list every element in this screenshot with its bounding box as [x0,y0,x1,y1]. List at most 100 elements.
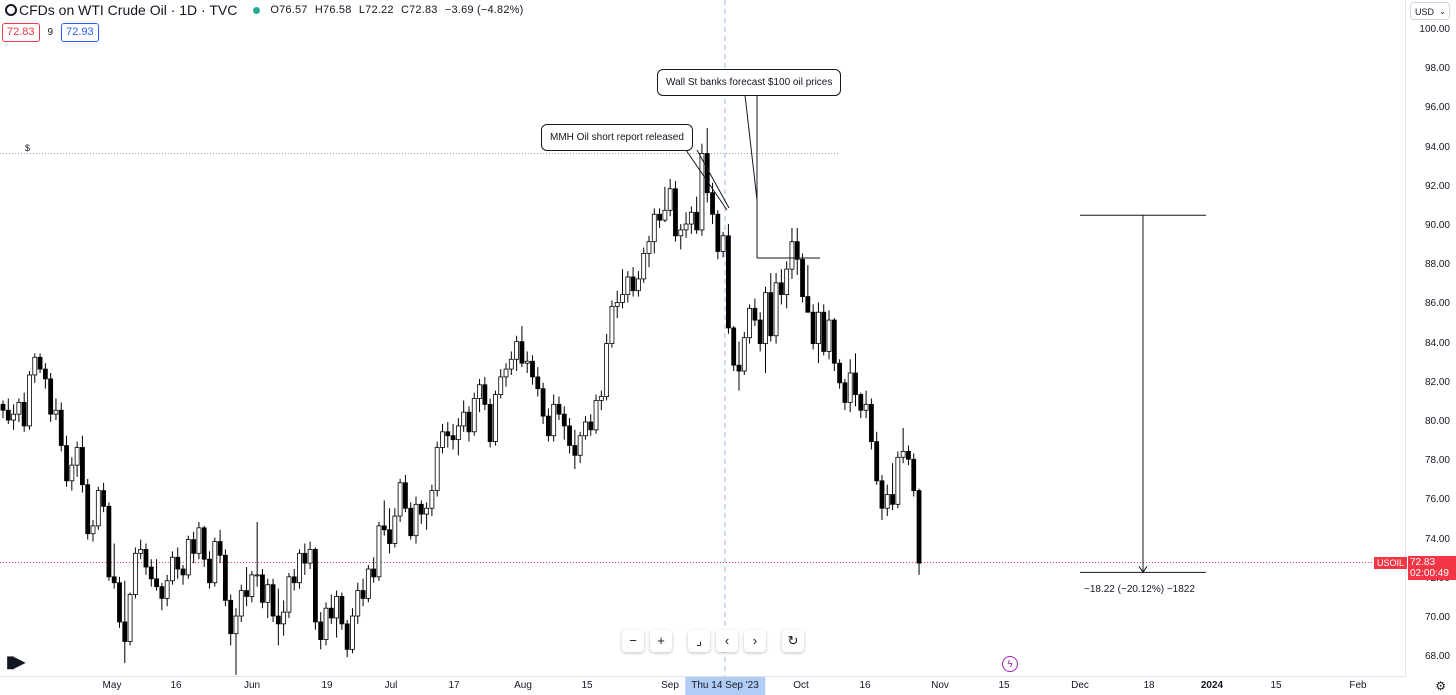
date-tick-label: Jun [243,680,261,691]
scroll-right-button[interactable]: › [744,630,766,652]
price-tick-label: 70.00 [1424,612,1450,623]
candle-body [646,241,652,254]
candle-body [53,409,59,415]
date-tick-label: Oct [793,680,809,691]
candle-body [662,209,668,221]
gear-icon[interactable]: ⚙ [1435,679,1446,693]
candle-body [673,188,678,237]
date-tick-label: Aug [514,680,532,691]
candle-body [715,213,721,252]
candle-body [185,539,191,576]
candle-body [625,276,631,295]
candle-body [508,358,514,370]
candle-body [297,552,302,584]
candle-body [577,435,583,456]
candle-body [604,343,610,397]
candle-body [233,615,239,635]
candle-body [365,568,371,599]
candle-body [217,541,223,556]
candle-body [784,268,790,295]
currency-selector[interactable]: USD ⌄ [1410,2,1450,20]
candle-body [868,403,874,442]
candle-body [392,515,398,544]
candle-body [90,525,96,535]
zoom-in-button[interactable]: + [650,630,672,652]
candle-body [0,403,6,411]
candle-body [667,188,673,211]
candle-body [323,607,329,640]
measure-label: −18.22 (−20.12%) −1822 [1084,584,1195,595]
candle-body [286,576,292,613]
candle-body [42,368,48,380]
candle-body [874,441,880,482]
reset-chart-button[interactable]: ↻ [782,630,804,652]
candle-body [122,621,128,642]
candle-body [117,582,122,623]
date-tick-label: Jul [384,680,398,691]
candle-body [572,445,578,456]
flash-icon[interactable]: ϟ [1002,656,1018,672]
price-tick-label: 76.00 [1424,494,1450,506]
candle-body [318,621,324,640]
candle-body [180,568,186,576]
candle-body [387,529,392,544]
zoom-out-button[interactable]: − [622,630,644,652]
candle-body [170,556,175,582]
date-tick-label: 15 [581,680,593,691]
candle-body [842,382,848,403]
tradingview-logo-icon[interactable]: ▮▶ [6,654,25,671]
currency-label: USD [1415,7,1435,17]
candle-body [138,549,144,554]
candle-body [376,525,382,578]
candle-body [778,282,784,295]
date-tick-label: Nov [931,680,949,691]
candle-body [524,360,530,364]
candle-body [561,413,567,427]
candle-body [254,574,260,577]
candle-body [535,376,541,390]
candle-body [736,364,742,372]
candle-body [831,319,837,364]
candle-body [466,411,472,433]
candlestick-chart[interactable] [0,0,1406,677]
candle-body [424,507,430,515]
candle-body [583,421,588,437]
candle-body [132,552,138,595]
close-value: C72.83 [400,4,438,16]
price-tick-label: 84.00 [1424,337,1450,349]
candle-body [275,615,281,625]
date-tick-label: 16 [170,680,182,691]
callout-mmh-report[interactable]: MMH Oil short report released [541,124,693,151]
scroll-left-button[interactable]: ‹ [716,630,738,652]
candle-body [853,372,858,395]
candle-body [636,278,641,292]
candle-body [720,235,726,252]
candle-body [37,356,43,370]
chevron-down-icon: ⌄ [1439,7,1446,16]
candle-body [688,211,694,225]
measure-arrow-line [1142,566,1148,573]
candle-body [154,578,159,588]
reset-scale-button[interactable]: ⌟ [688,630,710,652]
candle-body [726,235,731,329]
candle-body [418,503,424,515]
candle-body [710,192,715,215]
date-tick-label: 17 [448,680,460,691]
time-axis[interactable]: May 16 Jun 19 Jul 17 Aug 15 Sep Oct 16 Nov 15 Dec 18 20… [0,676,1406,695]
ohlc-values: O76.57 H76.58 L72.22 C72.83 −3.69 (−4.82… [270,4,527,16]
candle-body [5,409,11,421]
candle-body [884,494,890,509]
candle-body [360,590,366,599]
callout-wall-st-forecast[interactable]: Wall St banks forecast $100 oil prices [657,69,842,96]
sell-button[interactable]: 72.83 [2,23,40,42]
candle-body [816,311,821,344]
buy-button[interactable]: 72.93 [61,23,99,42]
candle-body [434,447,440,492]
price-axis[interactable]: USD ⌄ 100.00 98.00 96.00 94.00 92.00 90.00 88.… [1405,0,1456,695]
candle-body [821,311,827,352]
candle-body [207,558,212,584]
candle-body [328,607,334,619]
symbol-title[interactable]: CFDs on WTI Crude Oil · 1D · TVC [19,2,238,18]
date-tick-label: 16 [859,680,871,691]
candle-body [810,311,816,344]
